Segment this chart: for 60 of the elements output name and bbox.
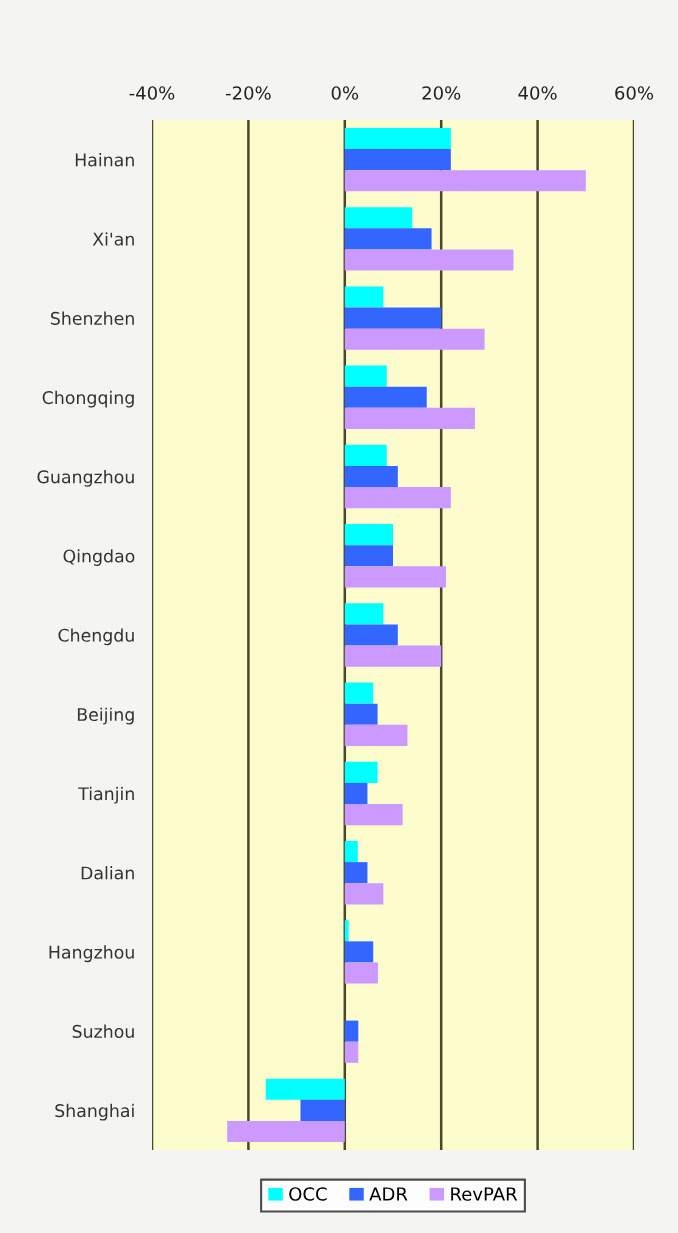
y-tick-label: Beijing (77, 707, 134, 725)
y-tick-label: Chengdu (58, 628, 134, 646)
bar (344, 545, 393, 567)
y-tick-label: Shenzhen (50, 311, 134, 325)
legend-label: RevPAR (451, 1187, 518, 1201)
bar (344, 1020, 359, 1042)
bar (344, 645, 442, 667)
bar (227, 1120, 345, 1143)
bar (344, 624, 398, 646)
bar (300, 1099, 345, 1121)
bar (344, 407, 475, 429)
x-tick-label: 60% (615, 86, 654, 100)
bar (344, 920, 349, 942)
bar (344, 487, 451, 509)
bar (344, 761, 378, 783)
bar (344, 962, 379, 984)
bar (344, 524, 393, 546)
y-tick-label: Tianjin (78, 786, 134, 804)
y-tick-label: Shanghai (55, 1103, 134, 1121)
bar (344, 682, 374, 704)
legend-label: ADR (369, 1187, 408, 1201)
bar (344, 603, 384, 625)
y-tick-label: Xi'an (92, 232, 134, 246)
bar (344, 883, 384, 905)
bar (265, 1078, 345, 1100)
bar (344, 228, 432, 250)
y-tick-label: Hainan (75, 153, 134, 167)
bar (344, 170, 586, 192)
legend-label: OCC (289, 1187, 327, 1201)
bar (344, 307, 442, 329)
bar (344, 941, 374, 963)
bar (344, 465, 398, 488)
x-tick-label: -20% (225, 86, 271, 100)
bar (344, 365, 387, 387)
y-tick-label: Hangzhou (49, 945, 134, 963)
bar (344, 444, 387, 466)
bar (344, 804, 403, 826)
bar (344, 386, 427, 408)
y-tick-label: Qingdao (63, 549, 135, 566)
bar (344, 724, 408, 746)
bar (344, 841, 358, 863)
bar (344, 703, 378, 725)
x-tick-label: 0% (331, 86, 359, 100)
y-tick-label: Dalian (81, 866, 134, 880)
bar (344, 127, 451, 150)
bar (344, 249, 514, 271)
x-tick-label: 40% (518, 86, 557, 100)
bar (344, 782, 368, 805)
bar (344, 328, 485, 350)
y-tick-label: Chongqing (42, 390, 134, 408)
y-tick-label: Suzhou (72, 1024, 134, 1038)
bar (344, 286, 384, 308)
x-tick-label: 20% (422, 86, 461, 100)
bar (344, 1041, 359, 1063)
bar (344, 207, 413, 229)
x-tick-label: -40% (129, 86, 175, 100)
bar (344, 149, 451, 171)
y-tick-label: Guangzhou (37, 469, 134, 487)
bar (344, 862, 368, 884)
bar (344, 566, 447, 588)
